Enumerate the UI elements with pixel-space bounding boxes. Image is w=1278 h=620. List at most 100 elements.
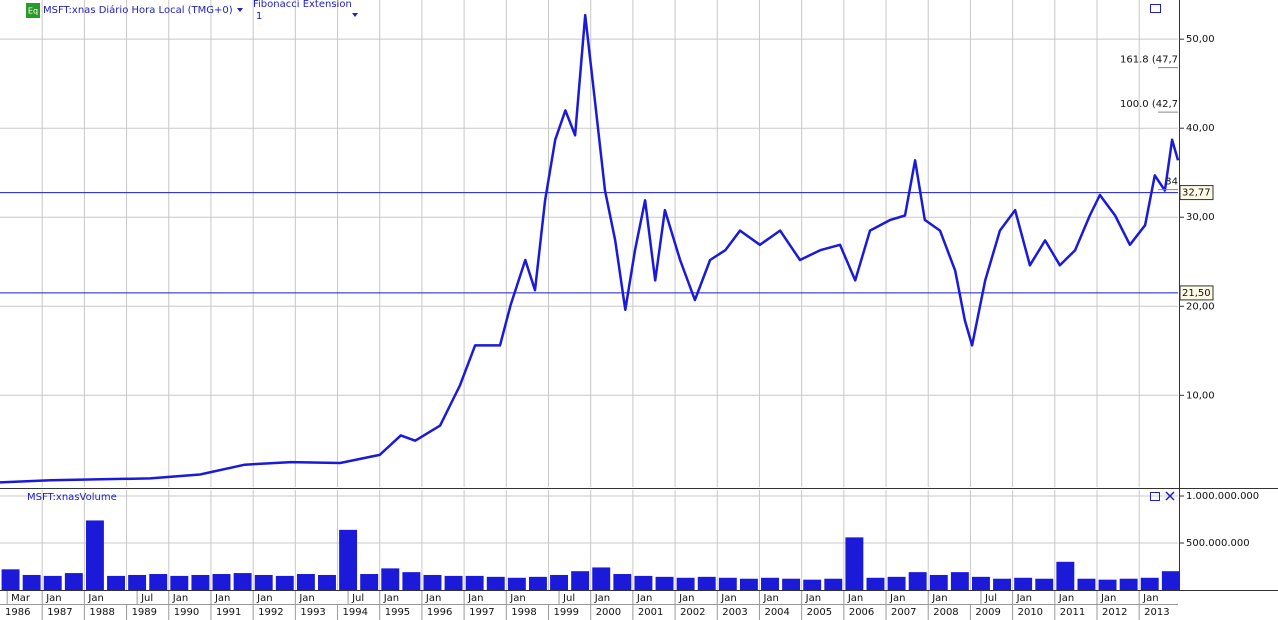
year-label: 2012 bbox=[1102, 607, 1127, 618]
year-label: 2010 bbox=[1018, 607, 1043, 618]
year-label: 1998 bbox=[511, 607, 536, 618]
x-tick-label: Jan bbox=[1016, 593, 1032, 604]
x-tick-label: Jan bbox=[847, 593, 863, 604]
volume-bar bbox=[360, 574, 379, 590]
x-tick-label: Jan bbox=[467, 593, 483, 604]
volume-bar bbox=[1014, 577, 1033, 590]
year-label: 2011 bbox=[1060, 607, 1085, 618]
volume-bar bbox=[1077, 578, 1096, 590]
volume-bar bbox=[1035, 578, 1054, 590]
year-label: 1990 bbox=[174, 607, 199, 618]
volume-bar bbox=[507, 577, 526, 590]
level-label-box bbox=[1179, 285, 1214, 301]
level-label: 32,77 bbox=[1182, 188, 1211, 199]
year-label: 1987 bbox=[47, 607, 72, 618]
volume-bar bbox=[697, 576, 716, 590]
volume-bar bbox=[887, 576, 906, 590]
x-tick-label: Jan bbox=[509, 593, 525, 604]
volume-bar bbox=[655, 576, 674, 590]
annotation: 34 bbox=[1165, 177, 1178, 188]
volume-bar bbox=[592, 567, 611, 590]
year-label: 1991 bbox=[216, 607, 241, 618]
close-button[interactable] bbox=[1165, 491, 1175, 501]
year-label: 2004 bbox=[764, 607, 789, 618]
year-label: 1992 bbox=[258, 607, 283, 618]
x-tick-label: Jan bbox=[720, 593, 736, 604]
maximize-button[interactable] bbox=[1150, 492, 1160, 501]
year-label: 2006 bbox=[849, 607, 874, 618]
x-tick-label: Jan bbox=[1142, 593, 1158, 604]
year-label: 1999 bbox=[553, 607, 578, 618]
x-tick-label: Jan bbox=[383, 593, 399, 604]
volume-bar bbox=[761, 577, 779, 590]
year-label: 1994 bbox=[343, 607, 368, 618]
x-tick-label: Jan bbox=[1058, 593, 1074, 604]
y-tick-label: 500.000.000 bbox=[1186, 538, 1250, 549]
volume-bar bbox=[950, 572, 969, 590]
x-tick-label: Jan bbox=[298, 593, 314, 604]
year-label: 2000 bbox=[596, 607, 621, 618]
study-param: 1 bbox=[256, 11, 262, 22]
x-tick-label: Jul bbox=[984, 593, 997, 604]
dropdown-arrow[interactable] bbox=[237, 8, 243, 12]
volume-bar bbox=[339, 529, 358, 590]
level-label-box bbox=[1179, 185, 1214, 201]
x-tick-label: Jul bbox=[562, 593, 575, 604]
dropdown-arrow[interactable] bbox=[352, 13, 358, 17]
x-tick-label: Jan bbox=[805, 593, 821, 604]
y-tick-label: 30,00 bbox=[1186, 212, 1215, 223]
year-label: 2003 bbox=[722, 607, 747, 618]
volume-bar bbox=[1, 569, 20, 590]
badge[interactable] bbox=[26, 3, 40, 18]
x-tick-label: Jan bbox=[678, 593, 694, 604]
volume-bar bbox=[254, 574, 273, 590]
maximize-button[interactable] bbox=[1150, 4, 1161, 13]
y-tick-label: 1.000.000.000 bbox=[1186, 491, 1259, 502]
x-tick-label: Jan bbox=[45, 593, 61, 604]
x-tick-label: Jan bbox=[594, 593, 610, 604]
x-tick-label: Mar bbox=[11, 593, 31, 604]
volume-bar bbox=[381, 568, 400, 590]
volume-bar bbox=[718, 577, 737, 590]
volume-bar bbox=[43, 575, 62, 590]
year-label: 2013 bbox=[1144, 607, 1169, 618]
year-label: 2001 bbox=[638, 607, 663, 618]
x-tick-label: Jan bbox=[256, 593, 272, 604]
x-tick-label: Jan bbox=[1100, 593, 1116, 604]
volume-bar bbox=[22, 574, 41, 590]
volume-bar bbox=[128, 574, 147, 590]
volume-bar bbox=[971, 576, 990, 590]
volume-title: MSFT:xnasVolume bbox=[27, 492, 117, 503]
volume-bar bbox=[571, 571, 590, 590]
volume-bar bbox=[85, 520, 104, 590]
x-tick-label: Jan bbox=[425, 593, 441, 604]
volume-bar bbox=[782, 578, 801, 590]
volume-bar bbox=[1098, 579, 1117, 590]
x-tick-label: Jul bbox=[140, 593, 153, 604]
annotation: 161.8 (47,7 bbox=[1120, 55, 1178, 66]
x-tick-label: Jan bbox=[931, 593, 947, 604]
study-title[interactable]: Fibonacci Extension bbox=[253, 0, 352, 10]
volume-bar bbox=[233, 573, 252, 590]
marks-layer bbox=[0, 13, 1180, 590]
y-tick-label: 10,00 bbox=[1186, 390, 1215, 401]
volume-bar bbox=[402, 572, 421, 590]
badge-text: Eq bbox=[28, 7, 38, 16]
y-tick-label: 20,00 bbox=[1186, 301, 1215, 312]
volume-bar bbox=[866, 577, 885, 590]
volume-bar bbox=[191, 574, 210, 590]
volume-bar bbox=[318, 574, 336, 590]
volume-bar bbox=[486, 576, 505, 590]
x-tick-label: Jan bbox=[172, 593, 188, 604]
symbol-title[interactable]: MSFT:xnas Diário Hora Local (TMG+0) bbox=[43, 4, 233, 16]
x-tick-label: Jan bbox=[87, 593, 103, 604]
y-tick-label: 40,00 bbox=[1186, 123, 1215, 134]
volume-bar bbox=[1056, 561, 1075, 590]
volume-bar bbox=[296, 574, 315, 590]
year-label: 1989 bbox=[132, 607, 157, 618]
year-label: 1995 bbox=[385, 607, 410, 618]
volume-bar bbox=[634, 575, 653, 590]
x-tick-label: Jan bbox=[636, 593, 652, 604]
